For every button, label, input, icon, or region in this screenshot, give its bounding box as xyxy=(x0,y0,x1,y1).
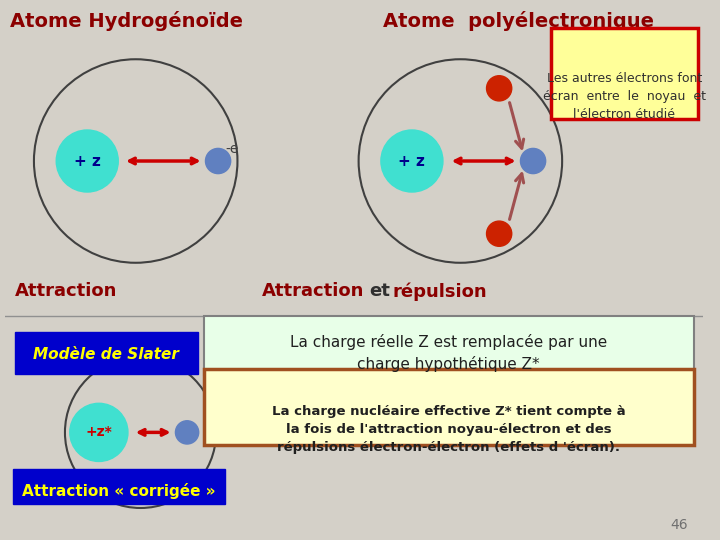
Text: 46: 46 xyxy=(670,518,688,532)
Text: + z: + z xyxy=(74,153,101,168)
Text: -e: -e xyxy=(226,141,239,156)
Text: La charge nucléaire effective Z* tient compte à
la fois de l'attraction noyau-él: La charge nucléaire effective Z* tient c… xyxy=(272,405,626,454)
FancyBboxPatch shape xyxy=(551,28,698,119)
Text: Attraction: Attraction xyxy=(261,282,364,300)
Circle shape xyxy=(205,148,230,173)
Text: Atome Hydrogénoïde: Atome Hydrogénoïde xyxy=(9,11,243,31)
Circle shape xyxy=(487,76,512,101)
Text: Attraction « corrigée »: Attraction « corrigée » xyxy=(22,483,215,499)
Circle shape xyxy=(56,130,118,192)
FancyBboxPatch shape xyxy=(204,369,694,445)
Text: La charge réelle Z est remplacée par une
charge hypothétique Z*: La charge réelle Z est remplacée par une… xyxy=(290,334,608,372)
Text: Atome  polyélectronique: Atome polyélectronique xyxy=(383,11,654,31)
Text: et: et xyxy=(369,282,390,300)
Text: répulsion: répulsion xyxy=(392,282,487,301)
Circle shape xyxy=(70,403,128,462)
Text: +z*: +z* xyxy=(86,426,112,440)
Circle shape xyxy=(176,421,199,444)
Circle shape xyxy=(487,221,512,246)
FancyBboxPatch shape xyxy=(13,469,225,504)
Text: Les autres électrons font
écran  entre  le  noyau  et
l'électron étudié: Les autres électrons font écran entre le… xyxy=(543,72,706,121)
Circle shape xyxy=(521,148,546,173)
Text: Modèle de Slater: Modèle de Slater xyxy=(32,347,179,362)
FancyBboxPatch shape xyxy=(14,332,198,374)
FancyBboxPatch shape xyxy=(204,316,694,375)
Text: Attraction: Attraction xyxy=(14,282,117,300)
Text: + z: + z xyxy=(398,153,426,168)
Circle shape xyxy=(381,130,443,192)
